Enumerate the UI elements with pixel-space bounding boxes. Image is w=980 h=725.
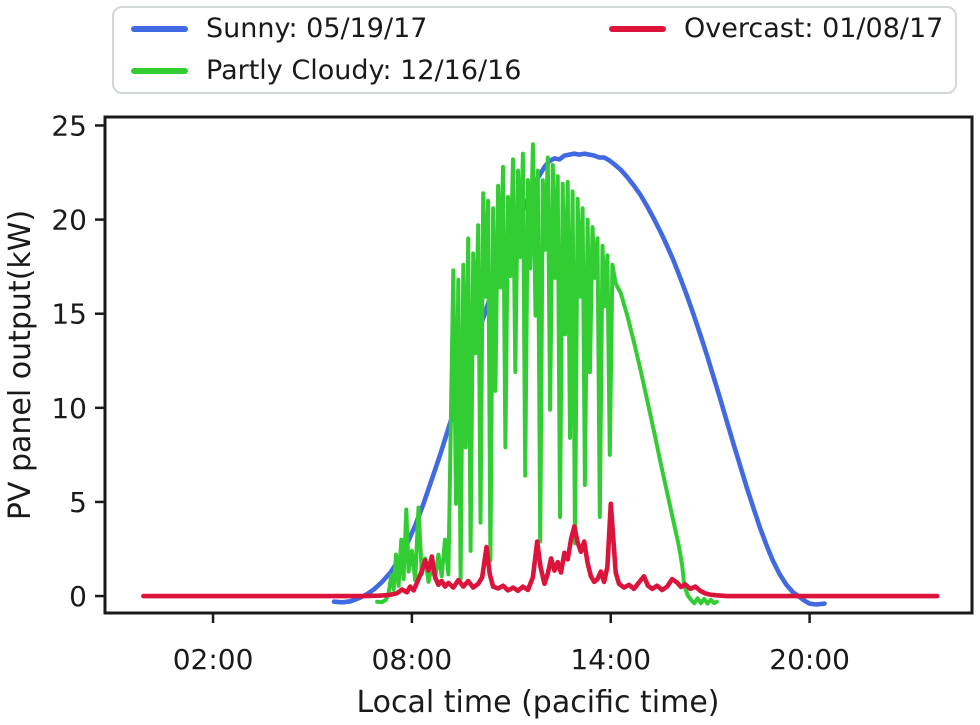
series-line-overcast <box>141 501 940 599</box>
legend-item-partly-cloudy: Partly Cloudy: 12/16/16 <box>131 54 609 88</box>
legend-label-overcast: Overcast: 01/08/17 <box>684 13 944 44</box>
y-tick-label: 5 <box>69 486 87 519</box>
y-tick-label: 0 <box>69 580 87 613</box>
legend-label-partly-cloudy: Partly Cloudy: 12/16/16 <box>206 55 522 86</box>
series-lines <box>141 142 940 607</box>
y-axis-ticks: 0 5 10 15 20 25 <box>51 109 105 613</box>
x-tick-label: 20:00 <box>769 643 850 676</box>
x-tick-label: 14:00 <box>570 643 651 676</box>
y-tick-label: 15 <box>51 298 87 331</box>
legend-item-sunny: Sunny: 05/19/17 <box>131 12 609 46</box>
sunny-line-swatch <box>131 26 188 32</box>
x-axis-ticks: 02:00 08:00 14:00 20:00 <box>173 613 850 676</box>
x-axis-title: Local time (pacific time) <box>357 685 720 720</box>
legend-box: Sunny: 05/19/17 Overcast: 01/08/17 Partl… <box>112 6 957 94</box>
plot-frame <box>103 115 974 615</box>
y-tick-label: 25 <box>51 109 87 142</box>
y-tick-label: 20 <box>51 204 87 237</box>
x-tick-label: 02:00 <box>173 643 254 676</box>
partly-cloudy-line-swatch <box>131 68 188 74</box>
x-tick-label: 08:00 <box>372 643 453 676</box>
legend-label-sunny: Sunny: 05/19/17 <box>206 13 428 44</box>
y-tick-label: 10 <box>51 392 87 425</box>
series-line-sunny <box>331 151 827 607</box>
overcast-line-swatch <box>609 26 666 32</box>
series-line-partly-cloudy <box>375 142 719 606</box>
legend-item-overcast: Overcast: 01/08/17 <box>609 12 955 46</box>
y-axis-title: PV panel output(kW) <box>3 210 38 520</box>
